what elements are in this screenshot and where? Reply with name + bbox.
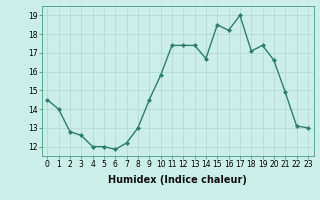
X-axis label: Humidex (Indice chaleur): Humidex (Indice chaleur) [108,175,247,185]
